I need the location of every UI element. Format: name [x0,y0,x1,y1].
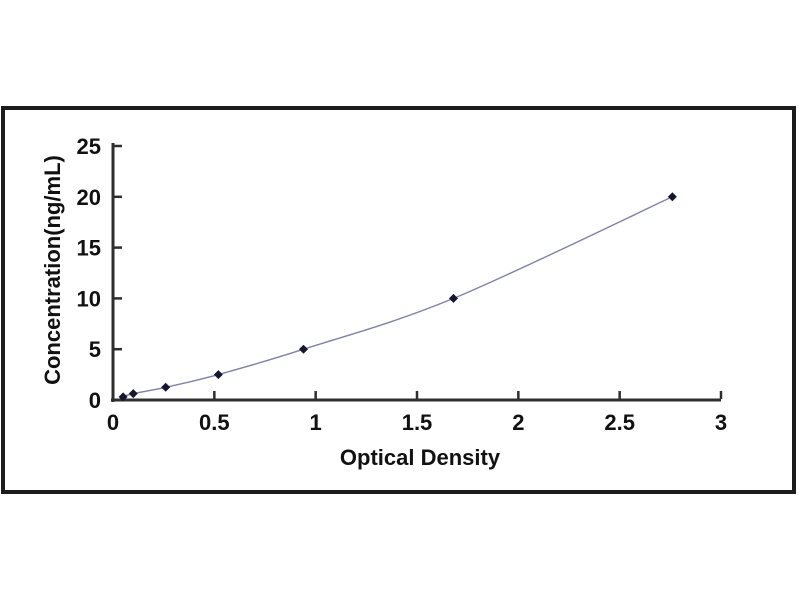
image-border-frame [1,106,796,494]
y-tick-label: 25 [77,134,101,159]
data-point-marker [299,344,309,354]
x-tick-label: 2 [512,410,524,435]
y-tick-label: 15 [77,236,101,261]
x-tick-label: 1.5 [402,410,433,435]
y-axis-title: Concentration(ng/mL) [40,155,65,385]
x-axis-title: Optical Density [339,445,501,470]
data-point-marker [448,293,458,303]
data-point-marker [118,392,128,402]
data-point-marker [213,370,223,380]
y-tick-label: 0 [89,388,101,413]
y-tick-label: 5 [89,337,101,362]
data-point-marker [667,192,677,202]
x-tick-label: 3 [715,410,727,435]
x-tick-label: 1 [310,410,322,435]
curve-line [122,196,673,398]
data-point-marker [161,382,171,392]
x-tick-label: 0 [107,410,119,435]
y-tick-label: 10 [77,286,101,311]
y-tick-label: 20 [77,185,101,210]
x-tick-label: 2.5 [604,410,635,435]
x-tick-label: 0.5 [199,410,230,435]
data-point-marker [128,389,138,399]
